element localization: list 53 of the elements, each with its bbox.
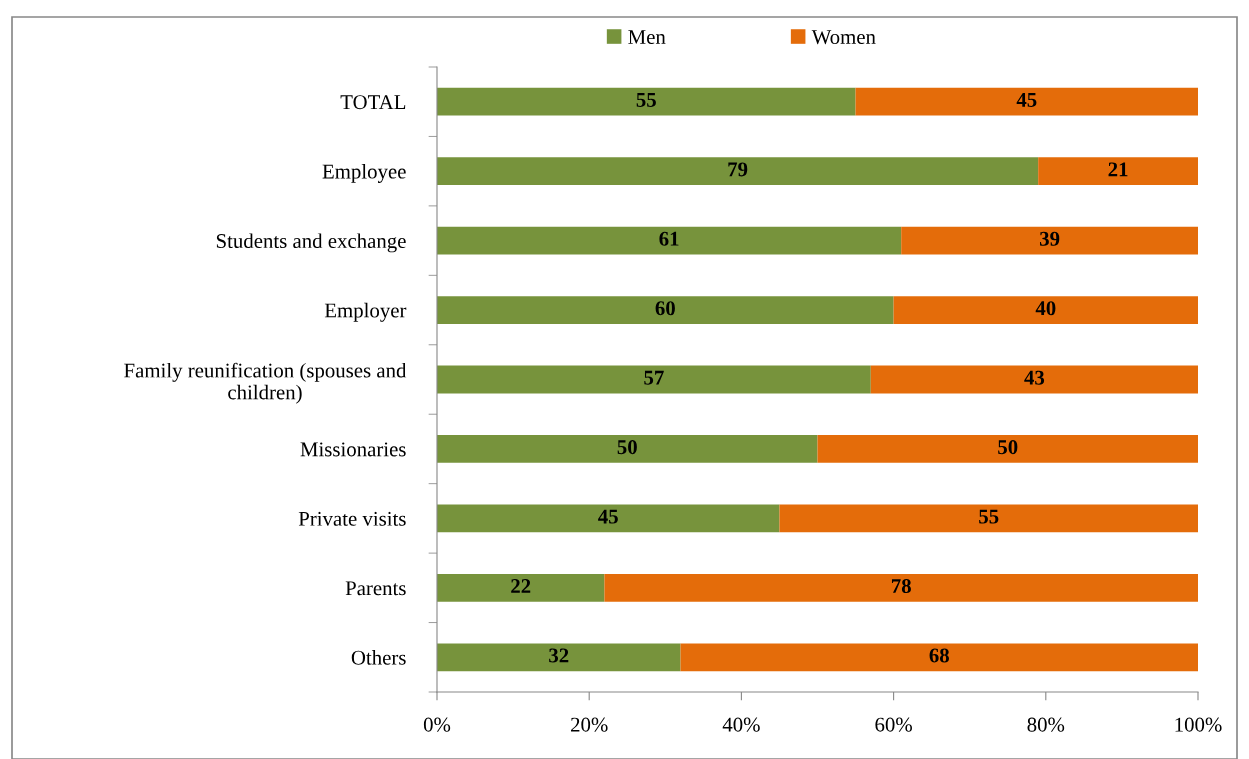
bar <box>437 296 894 324</box>
x-tick-label: 0% <box>423 717 451 732</box>
bar <box>437 157 1039 186</box>
bar <box>855 87 1198 116</box>
bar <box>779 504 1198 533</box>
data-label: 45 <box>1016 93 1037 107</box>
bar <box>437 87 856 116</box>
y-tick-label: Employer <box>324 302 407 322</box>
data-label: 60 <box>655 301 675 316</box>
y-tick-label: Parents <box>345 581 406 596</box>
bar <box>870 365 1198 394</box>
data-label: 32 <box>549 648 569 663</box>
bar <box>604 573 1198 602</box>
y-tick-label: TOTAL <box>340 95 406 110</box>
x-tick-label: 60% <box>875 717 912 732</box>
data-label: 78 <box>891 578 911 594</box>
legend-label: Women <box>811 30 876 45</box>
data-label: 22 <box>511 579 531 593</box>
y-tick-label: Students and exchange <box>216 233 406 253</box>
data-label: 68 <box>929 648 949 663</box>
data-label: 55 <box>636 93 656 107</box>
bar <box>437 573 605 602</box>
bar <box>901 226 1198 255</box>
data-label: 39 <box>1039 231 1060 246</box>
x-tick-label: 80% <box>1027 717 1065 732</box>
data-label: 57 <box>644 370 664 385</box>
data-label: 21 <box>1108 162 1128 177</box>
bar <box>437 643 681 672</box>
data-label: 79 <box>728 162 748 177</box>
data-label: 40 <box>1035 301 1056 316</box>
x-tick-label: 40% <box>722 717 760 732</box>
data-label: 55 <box>979 509 999 524</box>
bar <box>437 435 818 463</box>
y-tick-label: Others <box>351 650 406 665</box>
bar <box>1038 157 1198 186</box>
data-label: 43 <box>1024 370 1045 385</box>
bar <box>680 643 1198 672</box>
y-tick-label: Missionaries <box>300 442 406 457</box>
data-label: 61 <box>659 231 679 246</box>
bar <box>437 365 871 394</box>
x-tick-label: 100% <box>1175 717 1222 732</box>
bar <box>893 296 1198 324</box>
data-label: 50 <box>617 440 637 455</box>
y-tick-label: Private visits <box>298 511 406 526</box>
data-label: 50 <box>998 440 1018 455</box>
bar <box>437 226 902 255</box>
y-tick-label: Employee <box>322 163 406 183</box>
legend-label: Men <box>628 30 666 45</box>
data-label: 45 <box>598 509 618 524</box>
bar <box>437 504 780 533</box>
y-tick-label: Family reunification (spouses and children) <box>124 362 407 404</box>
bar <box>817 435 1198 463</box>
x-tick-label: 20% <box>571 717 608 732</box>
